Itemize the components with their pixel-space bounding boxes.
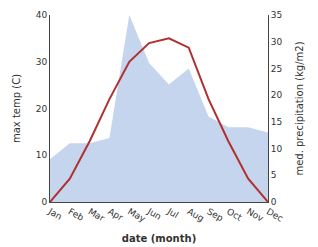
svg-text:0: 0 bbox=[41, 197, 47, 207]
svg-text:med. precipitation (kg/m2): med. precipitation (kg/m2) bbox=[294, 41, 305, 175]
svg-text:10: 10 bbox=[36, 150, 48, 160]
svg-text:Nov: Nov bbox=[245, 206, 266, 224]
svg-text:max temp (C): max temp (C) bbox=[11, 74, 22, 143]
svg-text:Oct: Oct bbox=[225, 206, 244, 223]
svg-text:Mar: Mar bbox=[86, 206, 106, 223]
svg-text:Feb: Feb bbox=[67, 206, 86, 223]
svg-text:10: 10 bbox=[271, 144, 283, 154]
svg-text:Jul: Jul bbox=[165, 206, 180, 221]
svg-text:0: 0 bbox=[271, 197, 277, 207]
svg-text:Dec: Dec bbox=[265, 206, 285, 223]
svg-text:25: 25 bbox=[271, 64, 282, 74]
svg-text:Jan: Jan bbox=[46, 206, 64, 222]
svg-text:5: 5 bbox=[271, 170, 277, 180]
svg-text:20: 20 bbox=[271, 90, 283, 100]
svg-text:Apr: Apr bbox=[106, 206, 125, 223]
svg-text:May: May bbox=[126, 206, 148, 224]
svg-text:15: 15 bbox=[271, 117, 282, 127]
svg-text:Aug: Aug bbox=[185, 206, 205, 223]
svg-text:Jun: Jun bbox=[145, 206, 163, 222]
svg-text:35: 35 bbox=[271, 10, 282, 20]
svg-text:20: 20 bbox=[36, 104, 48, 114]
svg-text:30: 30 bbox=[36, 57, 48, 67]
svg-text:Sep: Sep bbox=[205, 206, 225, 223]
svg-text:30: 30 bbox=[271, 37, 283, 47]
svg-text:40: 40 bbox=[36, 10, 48, 20]
svg-text:date (month): date (month) bbox=[122, 233, 196, 244]
